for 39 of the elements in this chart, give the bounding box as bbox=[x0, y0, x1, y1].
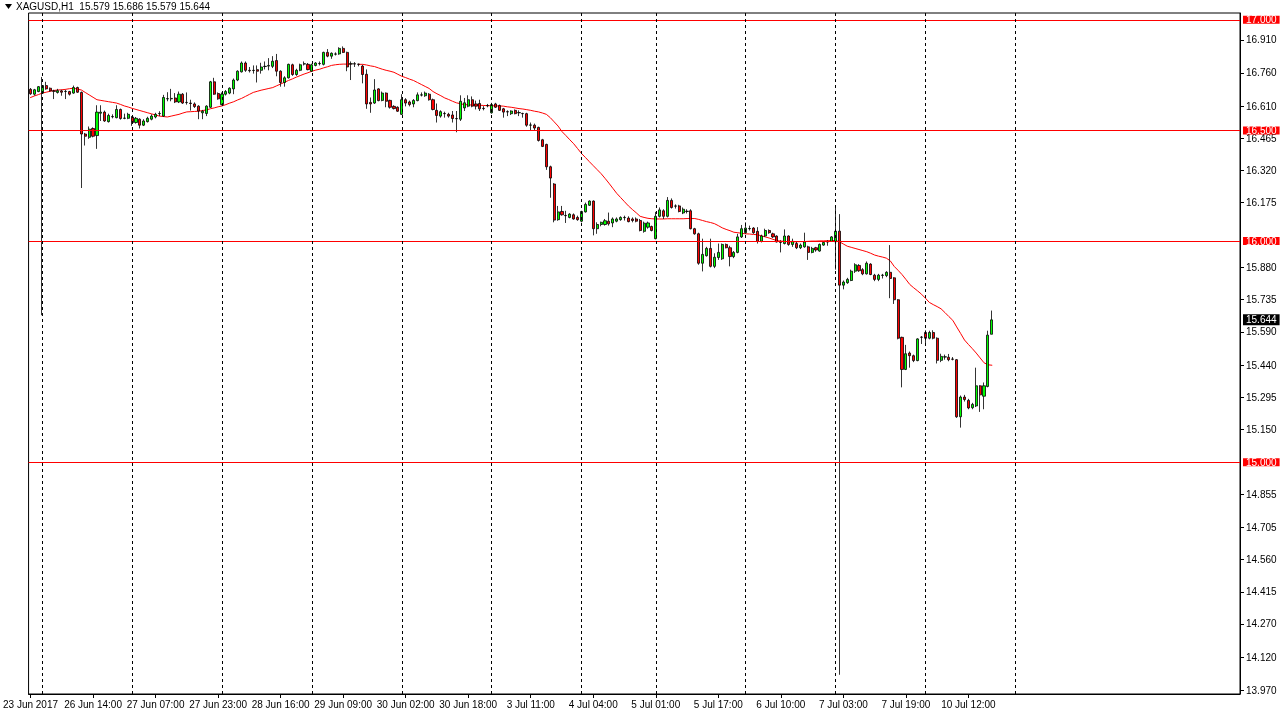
x-tick-label: 29 Jun 09:00 bbox=[314, 698, 373, 710]
ref-line-label: 15.000 bbox=[1246, 456, 1278, 468]
y-tick-label: 14.855 bbox=[1246, 488, 1278, 500]
x-tick-label: 27 Jun 07:00 bbox=[126, 698, 185, 710]
x-tick-label: 7 Jul 19:00 bbox=[881, 698, 931, 710]
x-tick-label: 30 Jun 02:00 bbox=[376, 698, 436, 710]
y-tick-label: 14.705 bbox=[1246, 522, 1278, 534]
y-tick-label: 15.440 bbox=[1246, 359, 1278, 371]
y-tick-label: 16.175 bbox=[1246, 196, 1278, 208]
x-tick-label: 6 Jul 10:00 bbox=[756, 698, 806, 710]
y-tick-label: 16.760 bbox=[1246, 67, 1278, 79]
y-tick-label: 13.970 bbox=[1246, 684, 1278, 696]
x-tick-label: 7 Jul 03:00 bbox=[818, 698, 869, 710]
y-tick-label: 15.150 bbox=[1246, 423, 1278, 435]
x-tick-label: 26 Jun 14:00 bbox=[64, 698, 123, 710]
ref-line-label: 16.000 bbox=[1246, 235, 1278, 247]
y-tick-label: 16.610 bbox=[1246, 100, 1278, 112]
ref-line-label: 17.000 bbox=[1246, 14, 1278, 26]
x-tick-label: 30 Jun 18:00 bbox=[439, 698, 498, 710]
y-tick-label: 14.560 bbox=[1246, 554, 1278, 566]
y-tick-label: 15.295 bbox=[1246, 391, 1278, 403]
x-tick-label: 27 Jun 23:00 bbox=[189, 698, 248, 710]
x-tick-label: 23 Jun 2017 bbox=[2, 698, 59, 710]
x-tick-label: 10 Jul 12:00 bbox=[941, 698, 997, 710]
y-tick-label: 14.120 bbox=[1246, 651, 1278, 663]
annotation: 15.644 bbox=[1246, 314, 1278, 326]
y-tick-label: 15.880 bbox=[1246, 262, 1278, 274]
y-tick-label: 16.910 bbox=[1246, 34, 1278, 46]
y-tick-label: 14.415 bbox=[1246, 586, 1278, 598]
y-tick-label: 15.735 bbox=[1246, 294, 1278, 306]
x-tick-label: 5 Jul 17:00 bbox=[693, 698, 744, 710]
x-tick-label: 28 Jun 16:00 bbox=[251, 698, 310, 710]
y-tick-label: 15.590 bbox=[1246, 326, 1278, 338]
y-tick-label: 14.270 bbox=[1246, 618, 1278, 630]
chart-title: XAGUSD,H1 15.579 15.686 15.579 15.644 bbox=[16, 0, 211, 12]
y-tick-label: 16.320 bbox=[1246, 164, 1278, 176]
x-tick-label: 3 Jul 11:00 bbox=[506, 698, 556, 710]
x-tick-label: 4 Jul 04:00 bbox=[568, 698, 619, 710]
x-tick-label: 5 Jul 01:00 bbox=[631, 698, 681, 710]
